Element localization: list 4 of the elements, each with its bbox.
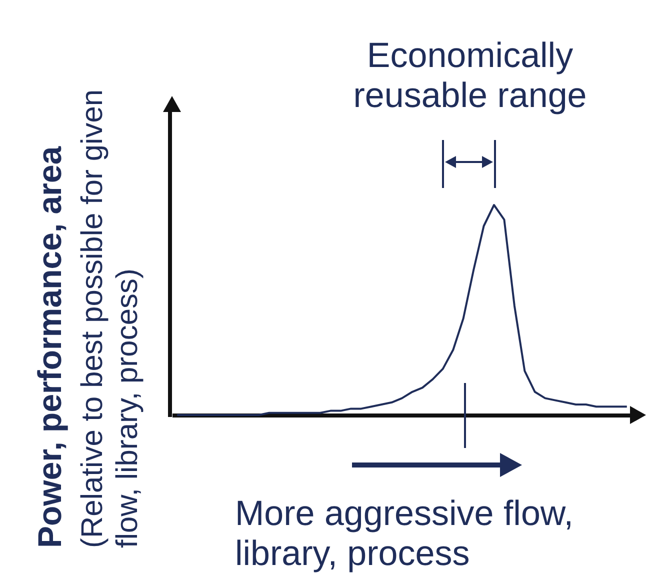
text: Economically reusable range [352,36,588,116]
text: (Relative to best possible for given flow, library, process) [76,89,144,548]
x-axis-title: More aggressive flow, library, process [235,494,574,574]
y-axis-title: Power, performance, area [30,145,69,548]
